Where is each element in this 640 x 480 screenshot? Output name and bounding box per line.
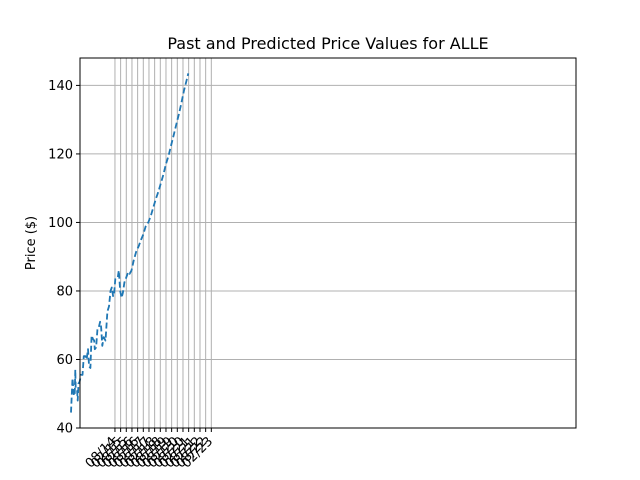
- y-axis-label: Price ($): [24, 216, 39, 270]
- y-tick-label: 100: [48, 216, 73, 231]
- y-tick-label: 80: [56, 284, 73, 299]
- y-tick-label: 140: [48, 79, 73, 94]
- grid: [80, 58, 576, 429]
- y-tick-label: 120: [48, 147, 73, 162]
- chart-title: Past and Predicted Price Values for ALLE: [167, 34, 488, 53]
- y-tick-label: 60: [56, 353, 73, 368]
- price-series-line: [70, 73, 190, 413]
- axes: 08/1402/1508/1502/1608/1602/1708/1702/18…: [48, 57, 577, 471]
- plot-frame: [79, 57, 577, 429]
- y-tick-label: 40: [56, 422, 73, 437]
- plot-area: [70, 73, 190, 413]
